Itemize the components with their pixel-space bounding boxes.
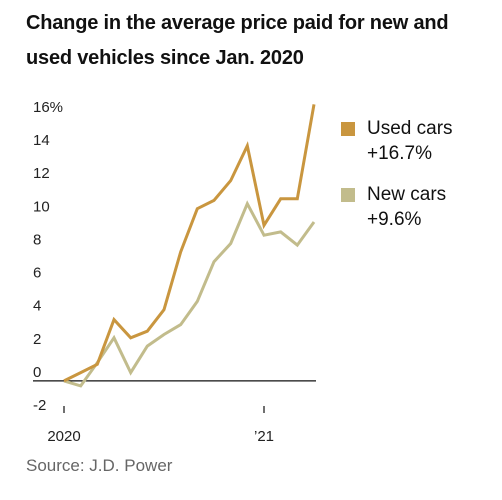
legend-item-new-cars: New cars +9.6% — [341, 182, 496, 232]
legend: Used cars +16.7% New cars +9.6% — [341, 116, 496, 248]
y-tick-label: 4 — [33, 298, 41, 315]
y-tick-label: 16% — [33, 99, 63, 116]
used-cars-legend-label: Used cars — [367, 118, 453, 139]
chart-title: Change in the average price paid for new… — [26, 12, 449, 69]
source-note: Source: J.D. Power — [26, 456, 173, 475]
used-cars-change-label: +16.7% — [367, 143, 432, 164]
y-tick-label: 0 — [33, 364, 41, 381]
y-tick-label: 12 — [33, 165, 50, 182]
new-cars-legend-label: New cars — [367, 184, 447, 205]
y-tick-label: 8 — [33, 231, 41, 248]
x-tick-label: ’21 — [254, 428, 274, 445]
new-cars-swatch — [341, 188, 355, 202]
new-cars-line — [63, 200, 316, 388]
legend-item-used-cars: Used cars +16.7% — [341, 116, 496, 166]
used-cars-swatch — [341, 122, 355, 136]
y-tick-label: 6 — [33, 265, 41, 282]
y-tick-label: -2 — [33, 397, 46, 414]
series-lines — [63, 104, 316, 388]
y-axis-labels: -2 0 2 4 6 8 10 12 14 16% — [33, 99, 63, 414]
y-tick-label: 10 — [33, 198, 50, 215]
y-tick-label: 14 — [33, 132, 50, 149]
x-tick-label: 2020 — [47, 428, 80, 445]
x-axis: 2020 ’21 — [33, 380, 316, 445]
new-cars-change-label: +9.6% — [367, 209, 422, 230]
used-cars-line — [63, 104, 316, 383]
y-tick-label: 2 — [33, 331, 41, 348]
